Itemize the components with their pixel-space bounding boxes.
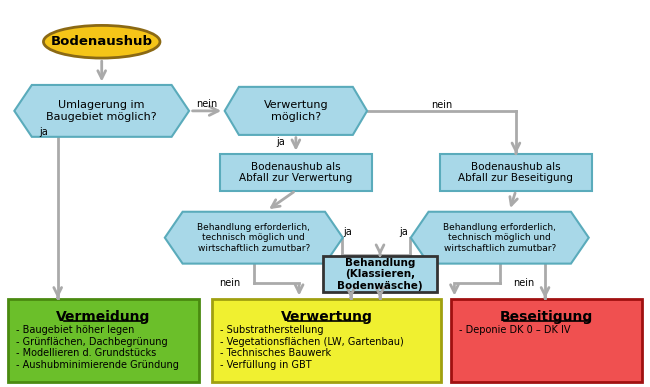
Text: - Aushubminimierende Gründung: - Aushubminimierende Gründung [16, 360, 179, 370]
FancyBboxPatch shape [8, 299, 199, 382]
Ellipse shape [44, 26, 160, 58]
Text: ja: ja [343, 227, 352, 237]
Text: - Substratherstellung: - Substratherstellung [220, 325, 323, 335]
Polygon shape [14, 85, 189, 137]
Polygon shape [225, 87, 367, 135]
Text: Verwertung
möglich?: Verwertung möglich? [263, 100, 328, 122]
Text: Umlagerung im
Baugebiet möglich?: Umlagerung im Baugebiet möglich? [46, 100, 157, 122]
Text: Behandlung erforderlich,
technisch möglich und
wirtschaftlich zumutbar?: Behandlung erforderlich, technisch mögli… [443, 223, 556, 253]
FancyBboxPatch shape [220, 154, 372, 191]
Text: - Modellieren d. Grundstück​s: - Modellieren d. Grundstück​s [16, 348, 156, 358]
FancyBboxPatch shape [451, 299, 642, 382]
Text: nein: nein [196, 99, 218, 110]
Text: - Verfüllung in GBT: - Verfüllung in GBT [220, 360, 311, 370]
Text: - Vegetationsflächen (LW, Gartenbau): - Vegetationsflächen (LW, Gartenbau) [220, 337, 403, 347]
Text: Vermeidung: Vermeidung [56, 310, 151, 324]
Text: Bodenaushub: Bodenaushub [51, 35, 153, 48]
Text: nein: nein [431, 100, 452, 110]
Text: Bodenaushub als
Abfall zur Beseitigung: Bodenaushub als Abfall zur Beseitigung [458, 161, 573, 183]
Text: - Deponie DK 0 – DK IV: - Deponie DK 0 – DK IV [459, 325, 571, 335]
Text: nein: nein [513, 277, 534, 288]
FancyBboxPatch shape [212, 299, 441, 382]
Text: - Technisches Bauwerk: - Technisches Bauwerk [220, 348, 331, 358]
FancyBboxPatch shape [440, 154, 592, 191]
Text: Behandlung
(Klassieren,
Bodenwäsche): Behandlung (Klassieren, Bodenwäsche) [337, 258, 423, 291]
Text: - Grünflächen, Dachbegrünung: - Grünflächen, Dachbegrünung [16, 337, 167, 347]
Polygon shape [165, 212, 343, 264]
Text: Verwertung: Verwertung [281, 310, 372, 324]
Text: Beseitigung: Beseitigung [500, 310, 593, 324]
Text: - Baugebiet höher legen: - Baugebiet höher legen [16, 325, 134, 335]
Text: Behandlung erforderlich,
technisch möglich und
wirtschaftlich zumutbar?: Behandlung erforderlich, technisch mögli… [198, 223, 310, 253]
Text: nein: nein [220, 277, 241, 288]
Text: ja: ja [39, 127, 48, 137]
Text: ja: ja [399, 227, 408, 237]
Polygon shape [411, 212, 589, 264]
FancyBboxPatch shape [324, 256, 437, 293]
Text: Bodenaushub als
Abfall zur Verwertung: Bodenaushub als Abfall zur Verwertung [239, 161, 352, 183]
Text: ja: ja [276, 137, 285, 147]
